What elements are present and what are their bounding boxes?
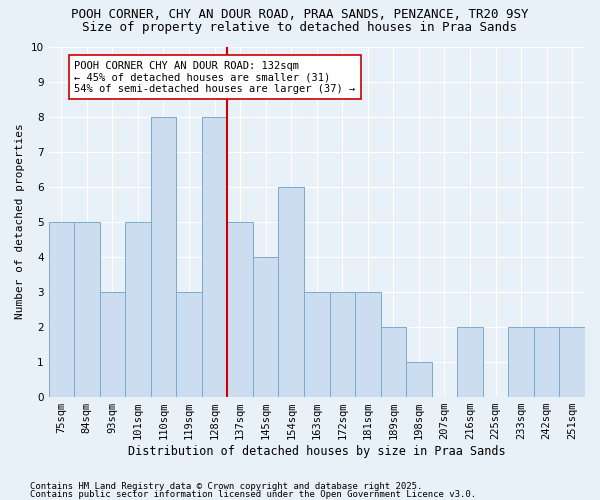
Bar [125,222,151,396]
Bar [508,326,534,396]
Bar [355,292,380,397]
Bar [304,292,329,397]
Text: Contains HM Land Registry data © Crown copyright and database right 2025.: Contains HM Land Registry data © Crown c… [30,482,422,491]
Bar [457,326,483,396]
Text: Size of property relative to detached houses in Praa Sands: Size of property relative to detached ho… [83,21,517,34]
Text: Contains public sector information licensed under the Open Government Licence v3: Contains public sector information licen… [30,490,476,499]
Bar [74,222,100,396]
Bar [329,292,355,397]
Bar [202,116,227,396]
Bar [406,362,432,396]
Bar [559,326,585,396]
Text: POOH CORNER, CHY AN DOUR ROAD, PRAA SANDS, PENZANCE, TR20 9SY: POOH CORNER, CHY AN DOUR ROAD, PRAA SAND… [71,8,529,20]
Text: POOH CORNER CHY AN DOUR ROAD: 132sqm
← 45% of detached houses are smaller (31)
5: POOH CORNER CHY AN DOUR ROAD: 132sqm ← 4… [74,60,355,94]
Bar [253,256,278,396]
X-axis label: Distribution of detached houses by size in Praa Sands: Distribution of detached houses by size … [128,444,506,458]
Bar [278,186,304,396]
Bar [227,222,253,396]
Bar [534,326,559,396]
Bar [100,292,125,397]
Bar [49,222,74,396]
Bar [380,326,406,396]
Bar [176,292,202,397]
Bar [151,116,176,396]
Y-axis label: Number of detached properties: Number of detached properties [15,124,25,320]
